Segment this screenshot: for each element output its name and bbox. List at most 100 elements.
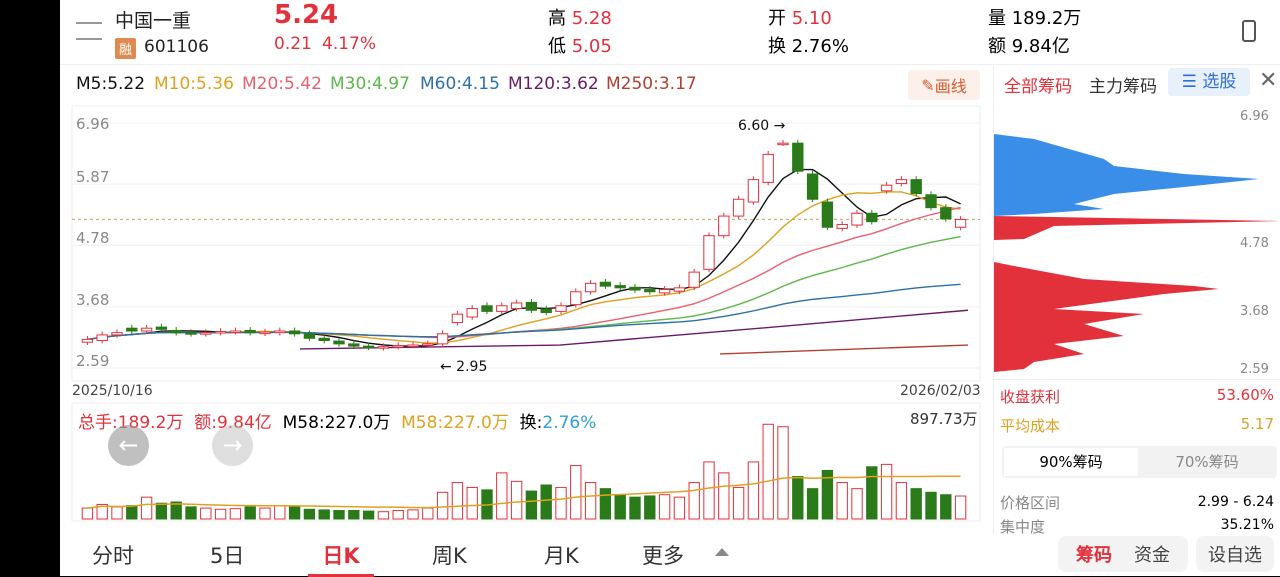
volume-bar [614, 494, 626, 520]
volume-bar [836, 482, 848, 520]
stock-code: 601106 [144, 37, 209, 57]
chip-panel: 全部筹码 主力筹码 ☰ 选股 ✕ 6.96 4.78 3.68 2.59 收盘获… [993, 64, 1280, 536]
chip-price-low1: 3.68 [1240, 304, 1269, 319]
draw-line-label: 画线 [934, 77, 967, 96]
seg-90[interactable]: 90%筹码 [1004, 448, 1138, 476]
kline-chart[interactable]: 6.96 5.87 4.78 3.68 2.59 2025/10/16 2026/02/03… [60, 104, 990, 524]
seg-70[interactable]: 70%筹码 [1175, 453, 1239, 471]
volume-bar [96, 503, 108, 520]
candle [747, 179, 760, 203]
turnover-stat: 换 2.76% [768, 32, 849, 58]
amount-value: 9.84亿 [1011, 36, 1070, 57]
chip-loss-profile [994, 262, 1219, 372]
volume-bar [451, 482, 464, 520]
volume-bar [111, 506, 123, 520]
rotate-icon[interactable] [1242, 20, 1256, 42]
turnover-value: 2.76% [791, 36, 849, 57]
draw-line-button[interactable]: ✎ 画线 [908, 70, 980, 100]
candle [510, 302, 523, 310]
candle [200, 332, 212, 335]
volume-bar [851, 488, 863, 520]
candle [895, 179, 908, 185]
volume-bar [170, 501, 182, 520]
candle [392, 345, 404, 348]
chips-button[interactable]: 筹码 资金 [1058, 536, 1188, 572]
next-arrow-button[interactable]: → [212, 425, 253, 466]
chip-profit-profile [994, 134, 1259, 216]
tab-main-chips[interactable]: 主力筹码 [1089, 77, 1157, 97]
candle [318, 337, 330, 342]
low-annotation: ← 2.95 [440, 359, 487, 375]
volume-bar [362, 510, 375, 520]
candle [540, 308, 552, 313]
tab-period[interactable]: 日K [308, 540, 374, 577]
ma10-line [87, 191, 961, 344]
volume-bar [555, 486, 567, 520]
menu-icon[interactable] [76, 22, 102, 40]
volume-bar [274, 505, 286, 520]
chip-price-mid: 4.78 [1240, 236, 1269, 251]
low-value: 5.05 [571, 36, 612, 57]
open-value: 5.10 [791, 8, 832, 29]
candle [658, 289, 671, 294]
ma250-line [719, 344, 969, 355]
turn-value: 2.76% [542, 413, 597, 433]
volume-bar [658, 494, 671, 520]
price-change: 0.21 [274, 34, 312, 54]
turnover-label: 换 [768, 36, 786, 57]
volume-bar [895, 482, 908, 520]
select-stock-button[interactable]: ☰ 选股 [1168, 68, 1250, 96]
tab-period[interactable]: 月K [544, 544, 579, 568]
volume-bar [703, 461, 715, 520]
candle [111, 332, 123, 336]
ma30-line [87, 235, 961, 341]
candle [954, 218, 967, 228]
volume-bar [540, 484, 552, 520]
volume-bar [496, 472, 508, 520]
candle [762, 153, 774, 183]
volume-bar [185, 506, 197, 520]
candle [496, 305, 508, 312]
funds-label[interactable]: 资金 [1134, 545, 1170, 566]
high-annotation: 6.60 → [738, 118, 786, 134]
chips-label: 筹码 [1076, 545, 1112, 566]
tab-period[interactable]: 更多 [642, 544, 684, 568]
candle [614, 285, 626, 289]
volume-bar [732, 486, 745, 520]
x-end-label: 2026/02/03 [900, 383, 981, 399]
range-label: 价格区间 [1000, 494, 1061, 512]
prev-arrow-button[interactable]: ← [108, 425, 149, 466]
add-watchlist-button[interactable]: 设自选 [1196, 536, 1274, 572]
volume-bar [747, 461, 760, 520]
volume-bar [629, 496, 641, 520]
tab-all-chips[interactable]: 全部筹码 [1004, 77, 1072, 97]
volume-bar [377, 511, 390, 520]
candle [910, 179, 922, 195]
chip-price-top: 6.96 [1240, 109, 1269, 124]
volume-bar [303, 508, 316, 520]
candle [303, 333, 316, 339]
volume-bar [348, 510, 360, 520]
candle [866, 212, 878, 223]
volume-bar [940, 494, 952, 520]
x-start-label: 2025/10/16 [72, 383, 153, 399]
tab-period[interactable]: 5日 [210, 544, 245, 568]
candle [244, 329, 256, 334]
chip-price-low2: 2.59 [1240, 362, 1269, 377]
open-label: 开 [768, 8, 786, 29]
candle [821, 201, 834, 228]
volume-bar [126, 505, 138, 520]
volume-bar [259, 507, 271, 520]
candle [274, 330, 286, 334]
stock-name: 中国一重 [115, 10, 192, 32]
volume-bar [806, 488, 819, 520]
volume-ma-a: M58:227.0万 [282, 413, 391, 433]
more-caret-icon[interactable] [715, 548, 729, 556]
tab-period[interactable]: 周K [432, 544, 467, 568]
candle [836, 223, 848, 229]
turn-label: 换: [519, 413, 543, 433]
candle [333, 340, 345, 345]
close-icon[interactable]: ✕ [1259, 68, 1278, 93]
tab-period[interactable]: 分时 [92, 544, 134, 568]
volume-bar [229, 508, 242, 520]
